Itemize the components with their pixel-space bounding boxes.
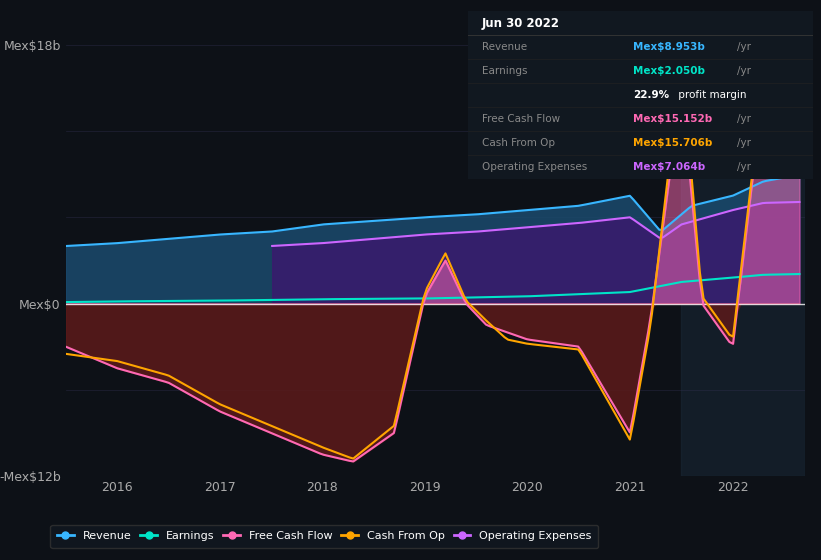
Text: Mex$7.064b: Mex$7.064b	[634, 162, 706, 172]
Text: Operating Expenses: Operating Expenses	[482, 162, 587, 172]
Text: Revenue: Revenue	[482, 42, 527, 52]
Text: Mex$15.706b: Mex$15.706b	[634, 138, 713, 148]
Text: /yr: /yr	[737, 138, 751, 148]
Legend: Revenue, Earnings, Free Cash Flow, Cash From Op, Operating Expenses: Revenue, Earnings, Free Cash Flow, Cash …	[50, 525, 599, 548]
Text: Cash From Op: Cash From Op	[482, 138, 555, 148]
Text: /yr: /yr	[737, 66, 751, 76]
Text: Jun 30 2022: Jun 30 2022	[482, 17, 560, 30]
Text: Mex$8.953b: Mex$8.953b	[634, 42, 705, 52]
Text: /yr: /yr	[737, 162, 751, 172]
Text: /yr: /yr	[737, 42, 751, 52]
Text: /yr: /yr	[737, 114, 751, 124]
Text: Free Cash Flow: Free Cash Flow	[482, 114, 560, 124]
Text: Earnings: Earnings	[482, 66, 527, 76]
Text: Mex$2.050b: Mex$2.050b	[634, 66, 705, 76]
Text: Mex$15.152b: Mex$15.152b	[634, 114, 713, 124]
Bar	[681, 45, 805, 476]
Text: profit margin: profit margin	[675, 90, 746, 100]
Text: 22.9%: 22.9%	[634, 90, 670, 100]
